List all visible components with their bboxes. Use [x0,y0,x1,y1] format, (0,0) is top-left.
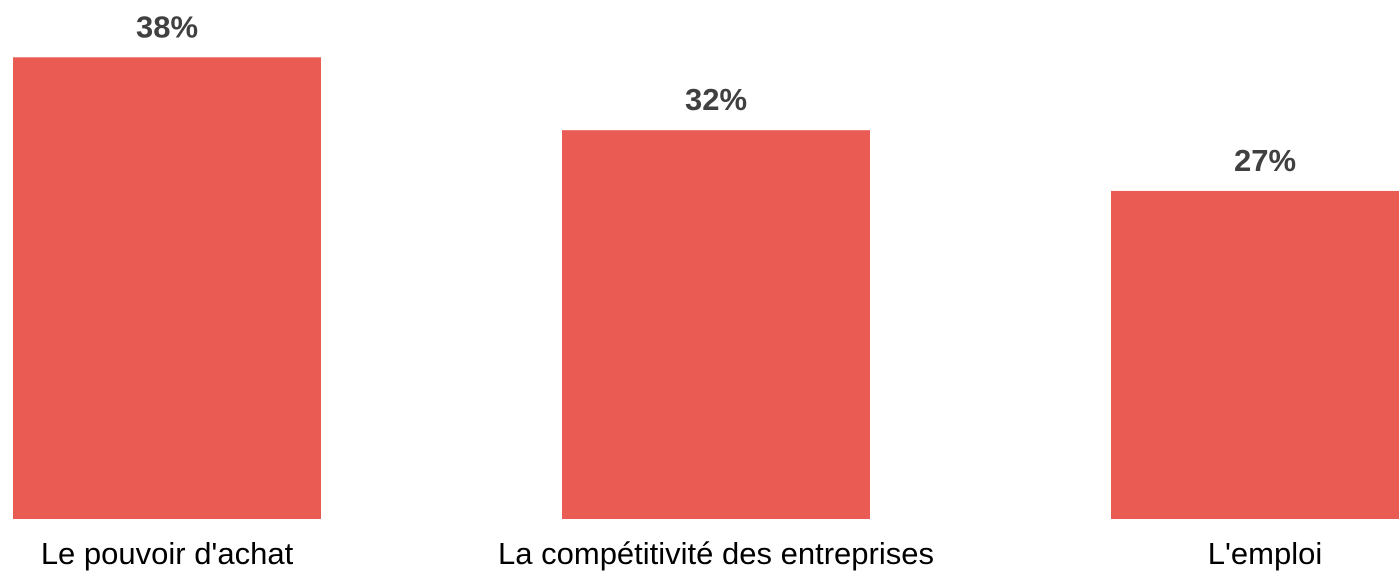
category-label-3: L'emploi [1208,536,1322,571]
value-labels-group: 38% 32% 27% [136,9,1296,178]
category-label-1: Le pouvoir d'achat [41,536,294,571]
value-label-3: 27% [1234,143,1296,178]
value-label-2: 32% [685,82,747,117]
bars-group [13,57,1399,520]
value-label-1: 38% [136,9,198,44]
category-labels-group: Le pouvoir d'achat La compétitivité des e… [41,536,1322,571]
bar-2 [562,130,870,519]
category-label-2: La compétitivité des entreprises [498,536,934,571]
bar-3 [1111,190,1399,519]
bar-1 [13,57,321,520]
